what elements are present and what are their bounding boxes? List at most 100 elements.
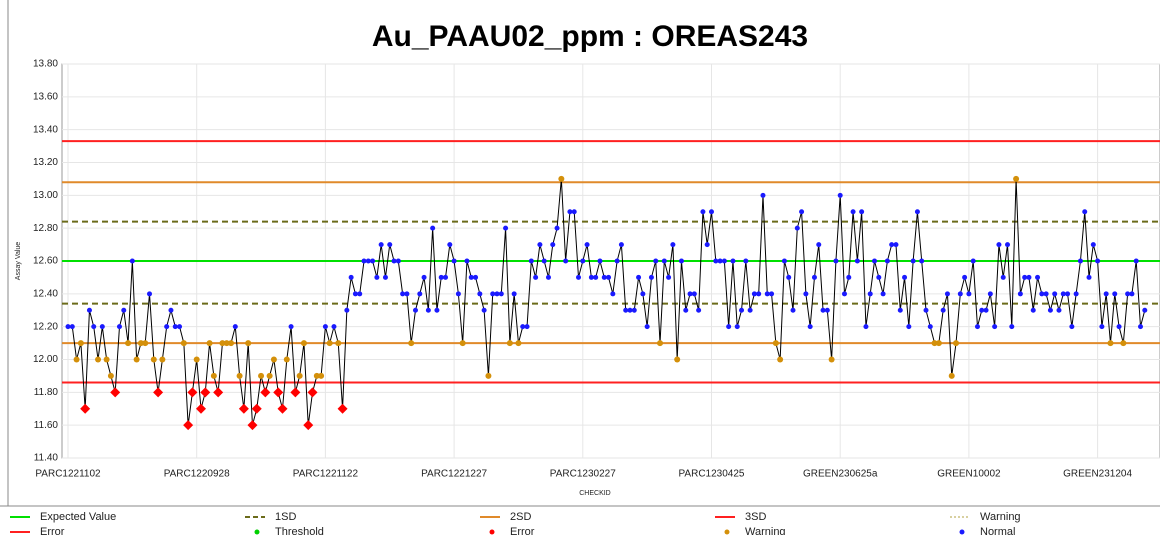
- x-tick-label: GREEN10002: [937, 469, 1001, 480]
- error-point: [238, 403, 249, 414]
- normal-point: [670, 242, 676, 248]
- normal-point: [837, 192, 843, 198]
- normal-point: [841, 291, 847, 297]
- normal-point: [541, 258, 547, 264]
- normal-point: [1090, 242, 1096, 248]
- error-point: [251, 403, 262, 414]
- normal-point: [1030, 307, 1036, 313]
- normal-point: [1095, 258, 1101, 264]
- normal-point: [1022, 274, 1028, 280]
- normal-point: [524, 324, 530, 330]
- legend-symbol: [724, 529, 730, 535]
- normal-point: [824, 307, 830, 313]
- legend-label: Normal: [980, 526, 1015, 535]
- normal-point: [914, 209, 920, 215]
- normal-point: [477, 291, 483, 297]
- normal-point: [164, 324, 170, 330]
- warning-point: [657, 340, 664, 347]
- normal-point: [116, 324, 122, 330]
- normal-point: [713, 258, 719, 264]
- normal-point: [1142, 307, 1148, 313]
- normal-point: [897, 307, 903, 313]
- normal-point: [709, 209, 714, 215]
- normal-point: [421, 274, 427, 280]
- normal-point: [666, 274, 672, 280]
- normal-point: [537, 242, 543, 248]
- normal-point: [850, 209, 856, 215]
- normal-point: [717, 258, 723, 264]
- warning-point: [245, 340, 252, 347]
- normal-point: [1082, 209, 1088, 215]
- normal-point: [863, 324, 869, 330]
- warning-point: [180, 340, 187, 347]
- normal-point: [344, 307, 350, 313]
- warning-point: [228, 340, 235, 347]
- normal-point: [957, 291, 963, 297]
- normal-point: [893, 242, 899, 248]
- warning-point: [150, 356, 157, 363]
- warning-point: [777, 356, 784, 363]
- normal-point: [395, 258, 401, 264]
- error-point: [110, 387, 121, 398]
- error-point: [200, 387, 211, 398]
- normal-point: [734, 324, 740, 330]
- warning-point: [206, 340, 213, 347]
- normal-point: [1133, 258, 1139, 264]
- error-point: [337, 403, 348, 414]
- normal-point: [357, 291, 363, 297]
- y-tick-label: 11.40: [34, 453, 59, 464]
- legend-label: Error: [40, 526, 65, 535]
- normal-point: [859, 209, 865, 215]
- normal-point: [700, 209, 706, 215]
- normal-point: [751, 291, 757, 297]
- legend-label: 2SD: [510, 511, 531, 523]
- normal-point: [172, 324, 178, 330]
- legend-symbol: [254, 529, 260, 535]
- x-tick-label: PARC1220928: [164, 469, 230, 480]
- normal-point: [811, 274, 817, 280]
- y-tick-label: 13.60: [33, 91, 58, 102]
- normal-point: [764, 291, 770, 297]
- normal-point: [623, 307, 629, 313]
- normal-point: [979, 307, 985, 313]
- legend-label: Warning: [745, 526, 786, 535]
- normal-point: [889, 242, 895, 248]
- normal-point: [554, 225, 560, 231]
- warning-point: [210, 372, 217, 379]
- normal-point: [661, 258, 667, 264]
- normal-point: [168, 307, 174, 313]
- warning-point: [125, 340, 132, 347]
- normal-point: [627, 307, 633, 313]
- warning-point: [270, 356, 277, 363]
- y-tick-label: 12.40: [33, 288, 58, 299]
- normal-point: [747, 307, 753, 313]
- error-point: [260, 387, 271, 398]
- normal-point: [451, 258, 457, 264]
- legend-label: Expected Value: [40, 511, 116, 523]
- normal-point: [1005, 242, 1011, 248]
- warning-point: [1120, 340, 1127, 347]
- normal-point: [571, 209, 577, 215]
- normal-point: [434, 307, 440, 313]
- y-tick-label: 13.40: [33, 124, 58, 135]
- normal-point: [902, 274, 908, 280]
- error-point: [183, 420, 194, 431]
- normal-point: [636, 274, 642, 280]
- warning-point: [459, 340, 466, 347]
- normal-point: [610, 291, 616, 297]
- normal-point: [563, 258, 569, 264]
- normal-point: [601, 274, 607, 280]
- normal-point: [966, 291, 972, 297]
- x-tick-label: PARC1221102: [35, 469, 101, 480]
- y-tick-label: 12.60: [33, 256, 58, 267]
- normal-point: [910, 258, 916, 264]
- normal-point: [550, 242, 556, 248]
- normal-point: [739, 307, 745, 313]
- normal-point: [593, 274, 599, 280]
- normal-point: [86, 307, 92, 313]
- normal-point: [606, 274, 612, 280]
- normal-point: [799, 209, 805, 215]
- y-tick-label: 12.20: [33, 321, 58, 332]
- normal-point: [820, 307, 826, 313]
- normal-point: [1009, 324, 1015, 330]
